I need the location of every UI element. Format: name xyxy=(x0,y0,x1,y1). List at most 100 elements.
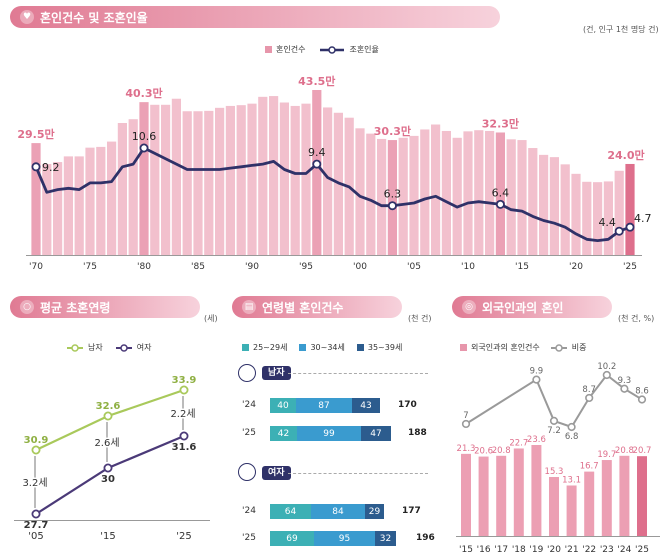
foreign-bar-label-8: 19.7 xyxy=(597,450,616,460)
foreign-bar-label-0: 21.3 xyxy=(457,444,476,454)
foreign-x-tick-3: '18 xyxy=(512,545,526,555)
agegroup-title: 연령별 혼인건수 xyxy=(262,300,344,315)
bar-1989 xyxy=(236,105,246,255)
bar-1971 xyxy=(42,163,52,255)
age-point-m-2 xyxy=(179,385,189,395)
bar-2008 xyxy=(441,130,451,255)
legend-25-29-swatch xyxy=(242,344,249,351)
male-25-seg-30-34: 99 xyxy=(297,426,361,441)
female-divider xyxy=(288,473,428,474)
bar-1984 xyxy=(182,111,192,255)
foreign-bar-8 xyxy=(601,460,612,536)
female-group-tag: 여자 xyxy=(262,466,291,480)
foreign-bar-4 xyxy=(531,445,542,536)
agegroup-unit: (천 건) xyxy=(408,314,432,323)
share-label-6: 6.8 xyxy=(565,432,579,442)
female-24-year: '24 xyxy=(242,506,256,516)
bar-2025 xyxy=(625,163,635,255)
foreign-x-tick-7: '22 xyxy=(582,545,596,555)
male-24-year: '24 xyxy=(242,400,256,410)
foreign-bar-swatch xyxy=(460,344,467,351)
age-point-m-1 xyxy=(103,411,113,421)
bar-2004 xyxy=(398,137,408,255)
bar-2015 xyxy=(517,140,527,255)
foreign-bar-label-6: 13.1 xyxy=(562,475,581,485)
share-label-8: 10.2 xyxy=(597,362,616,372)
age-x-tick-2: '25 xyxy=(176,531,191,542)
foreign-bar-label-9: 20.8 xyxy=(615,446,634,456)
foreign-x-tick-8: '23 xyxy=(600,545,614,555)
bar-1995 xyxy=(301,103,311,255)
bar-1982 xyxy=(161,104,171,255)
male-25-seg-35-39: 47 xyxy=(361,426,391,441)
legend-35-39-label: 35~39세 xyxy=(367,343,403,352)
bar-2007 xyxy=(431,124,441,255)
male-legend-label: 남자 xyxy=(88,343,103,352)
rate-point-1996 xyxy=(312,159,322,169)
top-title: 혼인건수 및 조혼인율 xyxy=(40,10,148,25)
foreign-x-tick-5: '20 xyxy=(547,545,561,555)
couple-icon: ♥ xyxy=(20,10,34,24)
rings-icon: ○ xyxy=(20,300,34,314)
foreign-bar-label-3: 22.7 xyxy=(509,438,528,448)
x-tick-20: '20 xyxy=(569,262,583,272)
bar-1970 xyxy=(31,143,41,255)
rate-point-1970 xyxy=(31,162,41,172)
age-gap-label-2: 2.2세 xyxy=(170,408,195,420)
bar-1985 xyxy=(193,111,203,255)
bar-1991 xyxy=(258,96,268,256)
foreign-x-tick-4: '19 xyxy=(529,545,543,555)
bar-2024 xyxy=(614,170,624,255)
top-title-bar: ♥ 혼인건수 및 조혼인율 xyxy=(10,6,500,28)
bar-2005 xyxy=(409,135,419,255)
female-legend-label: 여자 xyxy=(136,343,152,352)
bar-2023 xyxy=(603,181,613,255)
rate-point-2024 xyxy=(614,226,624,236)
bar-1979 xyxy=(128,119,138,255)
bar-1980 xyxy=(139,102,149,255)
foreign-legend: 외국인과의 혼인건수 비중 xyxy=(460,342,587,353)
rate-point-2025 xyxy=(625,222,635,232)
foreign-title: 외국인과의 혼인 xyxy=(482,300,564,315)
x-tick-10: '10 xyxy=(461,262,475,272)
foreign-x-tick-1: '16 xyxy=(477,545,491,555)
foreign-bar-0 xyxy=(461,453,471,536)
rate-point-2013 xyxy=(495,199,505,209)
male-divider xyxy=(288,373,428,374)
legend-30-34-swatch xyxy=(299,344,307,351)
foreign-bar-7 xyxy=(584,471,595,536)
bar-1990 xyxy=(247,103,257,255)
share-point-7 xyxy=(585,393,594,403)
bar-1974 xyxy=(74,156,84,255)
bar-1992 xyxy=(269,96,279,255)
foreign-bar-9 xyxy=(619,455,630,536)
rate-label-2024: 4.4 xyxy=(598,216,616,229)
foreign-line-label: 비중 xyxy=(571,343,587,352)
female-25-seg-30-34: 95 xyxy=(314,531,375,546)
foreign-bar-label-7: 16.7 xyxy=(580,462,599,472)
bar-1997 xyxy=(323,107,333,255)
female-24-seg-35-39: 29 xyxy=(365,504,384,519)
age-value-m-1: 32.6 xyxy=(96,401,121,412)
rate-label-2013: 6.4 xyxy=(492,186,510,199)
bar-2018 xyxy=(549,157,559,255)
bar-1994 xyxy=(290,105,300,256)
age-point-f-2 xyxy=(179,431,189,441)
male-group-tag: 남자 xyxy=(262,366,291,380)
bar-2014 xyxy=(506,139,516,255)
bar-2016 xyxy=(528,148,538,255)
agegroup-title-bar: ▤ 연령별 혼인건수 xyxy=(232,296,402,318)
line-legend-swatch xyxy=(320,45,345,54)
legend-25-29-label: 25~29세 xyxy=(253,343,288,352)
female-24-total: 177 xyxy=(402,506,421,516)
age-unit: (세) xyxy=(204,314,218,323)
bar-2011 xyxy=(474,130,484,255)
share-point-6 xyxy=(567,422,576,432)
male-25-seg-25-29: 42 xyxy=(270,426,297,441)
female-25-total: 196 xyxy=(416,533,435,543)
rate-label-1980: 10.6 xyxy=(132,130,157,143)
share-point-4 xyxy=(532,375,541,384)
foreign-title-bar: ◎ 외국인과의 혼인 xyxy=(452,296,612,318)
foreign-bar-label-1: 20.6 xyxy=(474,447,493,457)
age-value-f-0: 27.7 xyxy=(24,520,49,531)
